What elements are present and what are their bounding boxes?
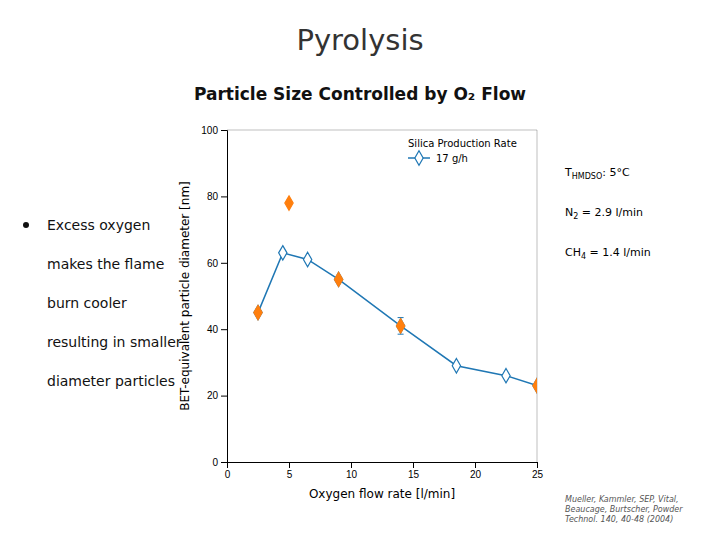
tick-label: 20 — [470, 469, 482, 480]
tick: 15 — [408, 462, 420, 480]
tick-label: 80 — [207, 191, 219, 202]
annotation-text: diameter particles — [47, 373, 175, 389]
data-point — [279, 246, 287, 260]
chart-container: Pyrolysis Particle Size Controlled by O₂ … — [0, 0, 720, 540]
series-line — [258, 253, 537, 386]
tick-label: 5 — [287, 469, 293, 480]
tick: 0 — [212, 457, 227, 468]
annotation-text: N2 = 2.9 l/min — [565, 206, 643, 221]
annotation-text: resulting in smaller — [47, 334, 182, 350]
tick: 25 — [532, 462, 544, 480]
data-point — [533, 378, 537, 392]
tick: 60 — [207, 258, 227, 269]
tick: 40 — [207, 324, 227, 335]
tick-mark — [221, 396, 227, 397]
tick: 10 — [346, 462, 358, 480]
data-point — [285, 196, 293, 210]
legend: Silica Production Rate 17 g/h — [408, 138, 517, 165]
data-point — [452, 359, 460, 373]
reference-text: Technol. 140, 40-48 (2004) — [565, 515, 673, 524]
tick: 80 — [207, 191, 227, 202]
annotation-segment: = 2.9 l/min — [578, 206, 643, 219]
subtitle: Particle Size Controlled by O₂ Flow — [194, 84, 526, 104]
annotation-text: makes the flame — [47, 256, 164, 272]
bullet — [23, 222, 29, 228]
frame-line — [227, 130, 537, 131]
tick: 20 — [470, 462, 482, 480]
frame-line — [537, 130, 538, 462]
data-point — [254, 305, 262, 319]
chart-svg: Pyrolysis Particle Size Controlled by O₂ … — [0, 0, 720, 540]
tick-label: 0 — [212, 457, 218, 468]
tick-mark — [475, 462, 476, 468]
tick-mark — [221, 196, 227, 197]
tick: 20 — [207, 390, 227, 401]
data-point — [533, 378, 537, 392]
tick: 0 — [225, 462, 231, 480]
x-axis: 0 5 10 15 20 25 — [225, 462, 544, 480]
title: Pyrolysis — [296, 23, 423, 57]
plot-area: 0 5 10 15 20 25 0 20 40 60 80 100 Oxygen flow rate [… — [178, 125, 543, 501]
tick: 5 — [287, 462, 293, 480]
annotation-segment: N — [565, 206, 573, 219]
y-axis-title: BET-equivalent particle diameter [nm] — [178, 181, 192, 411]
tick-mark — [289, 462, 290, 468]
data-point — [303, 252, 311, 266]
data-point — [334, 272, 342, 286]
tick-mark — [537, 462, 538, 468]
tick-label: 60 — [207, 258, 219, 269]
legend-label: 17 g/h — [436, 153, 468, 164]
data-point — [334, 272, 342, 286]
x-axis-title: Oxygen flow rate [l/min] — [309, 487, 455, 501]
tick-label: 0 — [225, 469, 231, 480]
annotation-text: CH4 = 1.4 l/min — [565, 246, 651, 261]
annotation-segment: = 1.4 l/min — [586, 246, 651, 259]
annotation-text: Excess oxygen — [47, 217, 150, 233]
tick-label: 25 — [532, 469, 544, 480]
tick-mark — [221, 462, 227, 463]
data-point — [396, 319, 404, 333]
annotation-text: THMDSO: 5°C — [564, 166, 630, 181]
tick-label: 40 — [207, 324, 219, 335]
reference-text: Mueller, Kammler, SEP, Vital, — [565, 495, 679, 504]
data-layer — [254, 196, 537, 393]
tick-mark — [221, 130, 227, 131]
tick-label: 10 — [346, 469, 358, 480]
tick-mark — [221, 329, 227, 330]
tick-label: 15 — [408, 469, 420, 480]
data-point — [254, 305, 262, 319]
annotation-text: burn cooler — [47, 295, 127, 311]
tick-mark — [221, 263, 227, 264]
legend-item: 17 g/h — [408, 151, 468, 165]
annotation-subscript: HMDSO — [572, 172, 602, 181]
tick-label: 100 — [201, 125, 218, 136]
tick-label: 20 — [207, 390, 219, 401]
legend-title: Silica Production Rate — [408, 138, 517, 149]
tick-mark — [413, 462, 414, 468]
axis-line — [228, 463, 538, 469]
y-axis: 0 20 40 60 80 100 — [201, 125, 227, 468]
annotation-segment: CH — [565, 246, 581, 259]
tick: 100 — [201, 125, 227, 136]
annotation-segment: : 5°C — [602, 166, 630, 179]
legend-swatch-marker — [415, 151, 423, 165]
reference-text: Beaucage, Burtscher, Powder — [565, 505, 683, 514]
tick-mark — [351, 462, 352, 468]
data-point — [502, 368, 510, 382]
axis-line — [221, 131, 228, 463]
data-point — [396, 319, 404, 333]
